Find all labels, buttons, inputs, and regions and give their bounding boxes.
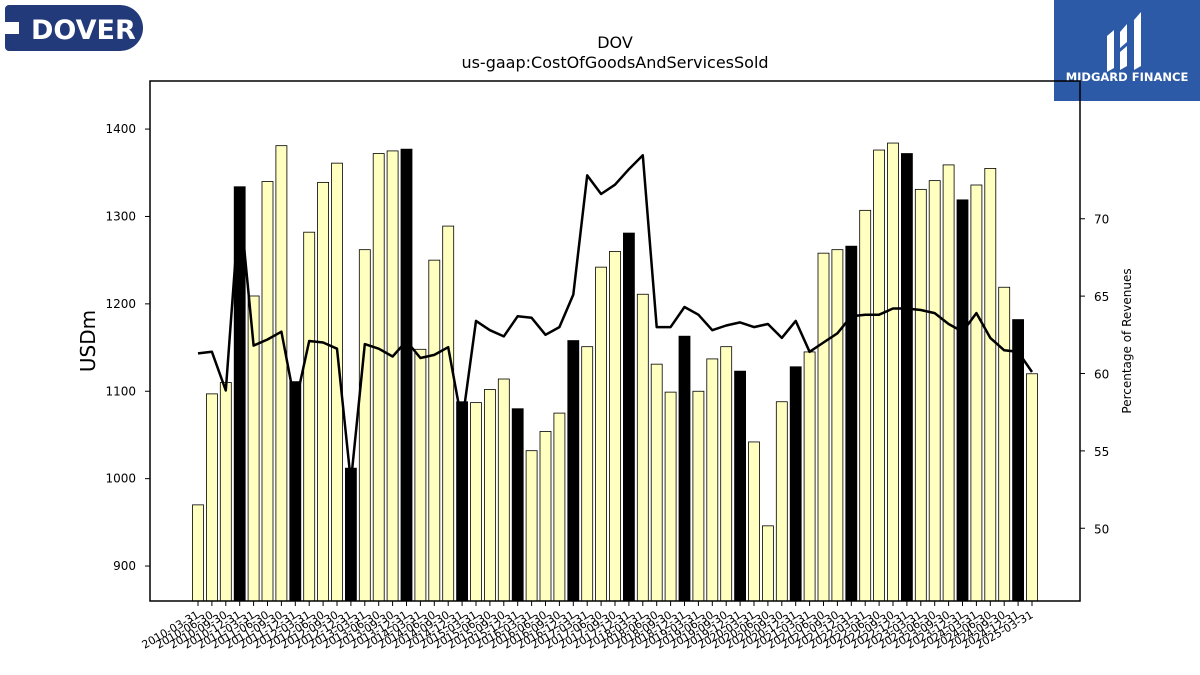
bar (636, 293, 649, 602)
y-axis-right: 50 55 60 65 70 (1080, 213, 1109, 536)
bar (887, 142, 899, 602)
bar (970, 184, 983, 602)
bar (192, 504, 204, 602)
bar (720, 346, 733, 602)
bar (692, 390, 705, 602)
y-tick-label: 1000 (105, 472, 136, 486)
bar (414, 348, 427, 602)
bar (386, 150, 399, 602)
y-axis-label-left: USDm (76, 310, 100, 372)
chart-subtitle: us-gaap:CostOfGoodsAndServicesSold (461, 53, 768, 72)
y-right-tick-label: 60 (1094, 368, 1109, 382)
bar (400, 148, 413, 602)
bar (289, 381, 302, 602)
y-tick-label: 1200 (105, 297, 136, 311)
bar (567, 340, 580, 602)
logo-left-text: DOVER (31, 15, 136, 46)
bar (483, 389, 496, 602)
logo-left-background (5, 5, 123, 51)
chart-title: DOV (597, 33, 633, 52)
line-series (197, 154, 1034, 484)
y-right-tick-label: 65 (1094, 290, 1109, 304)
bar (928, 180, 941, 602)
bar (303, 231, 316, 602)
bar (595, 266, 607, 602)
y-tick-label: 1300 (105, 209, 136, 223)
y-right-tick-label: 55 (1094, 445, 1109, 459)
bar (942, 164, 955, 602)
bar (1012, 319, 1024, 602)
y-right-tick-label: 50 (1094, 522, 1109, 536)
bar (261, 181, 274, 602)
bar (525, 450, 538, 602)
bar (706, 358, 719, 602)
bar (428, 259, 441, 602)
bar (734, 370, 746, 602)
bar (650, 363, 663, 602)
bar (553, 412, 566, 602)
bar (956, 199, 969, 602)
bar (219, 382, 232, 602)
bar (859, 209, 872, 602)
bar (205, 393, 218, 602)
bar (803, 351, 816, 602)
y-tick-label: 1400 (105, 122, 136, 136)
bar (609, 251, 621, 602)
logo-right-text: MIDGARD FINANCE (1066, 70, 1189, 84)
bar (442, 225, 455, 602)
bar-series (192, 142, 1038, 602)
bar (581, 346, 594, 602)
bar (456, 401, 469, 602)
percentage-line (197, 154, 1034, 484)
y-axis-left: 900 1000 1100 1200 1300 1400 (105, 122, 150, 573)
bar (372, 153, 385, 602)
bar (317, 181, 330, 602)
y-tick-label: 900 (113, 559, 136, 573)
dover-logo: DOVER (5, 5, 143, 51)
bar (1026, 373, 1038, 602)
bar (748, 441, 760, 602)
bar (623, 232, 635, 602)
midgard-finance-logo: MIDGARD FINANCE (1054, 0, 1200, 101)
bar (831, 249, 844, 602)
bar (762, 525, 774, 602)
bar (358, 249, 371, 602)
bar (998, 286, 1011, 602)
bar (914, 188, 927, 602)
bar (789, 366, 802, 602)
bar (845, 245, 858, 602)
bar (678, 335, 691, 602)
y-right-tick-label: 70 (1094, 213, 1109, 227)
bar (873, 149, 885, 602)
bar (984, 167, 997, 602)
bar (539, 431, 552, 602)
bar (901, 153, 913, 602)
y-tick-label: 1100 (105, 384, 136, 398)
bar (775, 401, 788, 602)
y-axis-label-right: Percentage of Revenues (1120, 268, 1134, 413)
bar (664, 391, 677, 602)
bar (817, 252, 830, 602)
midgard-emblem-icon (1107, 12, 1141, 72)
bar (344, 467, 357, 602)
x-axis: 2010-03-312010-06-302010-09-302010-12-31… (140, 601, 1036, 652)
bar (470, 402, 482, 602)
bar (275, 145, 288, 602)
bar (511, 408, 524, 602)
bar (497, 378, 510, 602)
